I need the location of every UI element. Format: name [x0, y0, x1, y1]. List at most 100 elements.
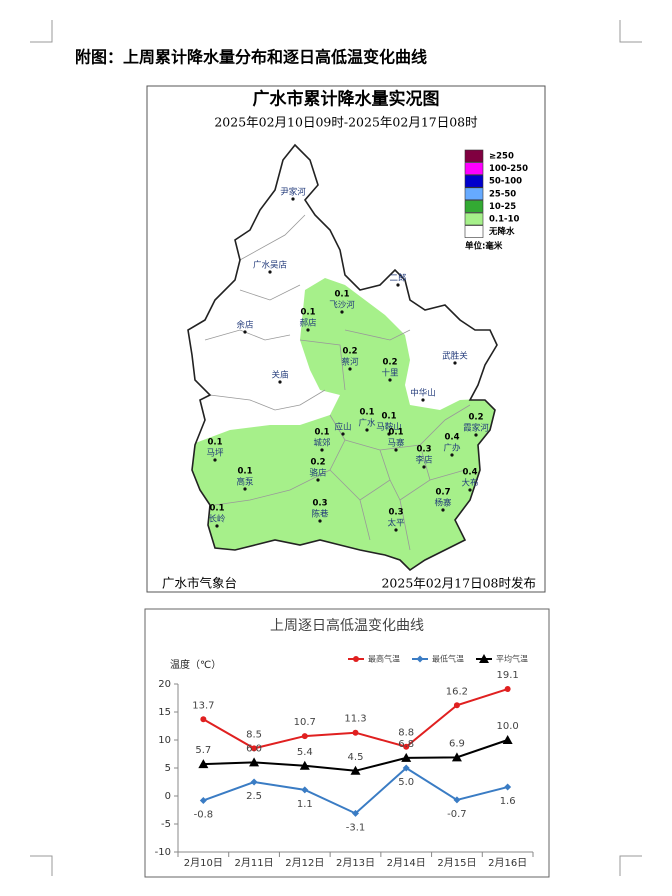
place-name: 应山: [334, 422, 351, 433]
place-name: 城郊: [313, 438, 331, 449]
marker: [502, 735, 513, 744]
legend-swatch: [464, 187, 484, 201]
data-label: 5.4: [297, 747, 313, 758]
marker: [402, 764, 410, 772]
marker: [200, 716, 207, 723]
place-value: 0.1: [207, 438, 222, 448]
place-value: 0.1: [334, 290, 349, 300]
legend-label: 最低气温: [432, 654, 464, 664]
legend-swatch: [464, 174, 484, 188]
corner-marks: [30, 20, 642, 876]
marker: [453, 796, 461, 804]
place-name: 蔡河: [341, 357, 359, 368]
place-value: 0.1: [381, 412, 396, 422]
y-tick-label: 5: [165, 763, 171, 774]
rain-area: [188, 278, 497, 570]
place-value: 0.4: [462, 468, 477, 478]
legend-swatch: [464, 162, 484, 175]
place-dot: [243, 330, 247, 334]
data-label: 16.2: [446, 686, 468, 697]
place-dot: [453, 361, 457, 365]
data-label: -3.1: [346, 822, 366, 833]
place-value: 0.1: [300, 308, 315, 318]
x-tick-label: 2月15日: [437, 857, 476, 869]
chart-frame: [144, 608, 550, 878]
x-tick-label: 2月14日: [387, 857, 426, 869]
legend-label: 无降水: [488, 226, 515, 237]
y-axis-label: 温度（℃）: [170, 658, 221, 671]
place-name: 陈巷: [311, 509, 329, 520]
legend-unit: 单位:毫米: [465, 241, 503, 252]
place-name: 广水: [358, 418, 376, 429]
data-label: 8.8: [398, 728, 414, 739]
place-dot: [450, 453, 454, 457]
place-dot: [316, 478, 320, 482]
place-value: 0.3: [416, 445, 431, 455]
marker: [451, 752, 462, 762]
place-name: 李店: [415, 455, 433, 466]
y-tick-label: -5: [161, 819, 171, 830]
place-name: 霞家河: [463, 423, 489, 434]
data-label: 5.7: [195, 745, 211, 756]
place-value: 0.2: [310, 458, 325, 468]
legend-label: 50-100: [489, 177, 522, 187]
marker: [352, 729, 359, 736]
x-tick-label: 2月10日: [184, 857, 223, 869]
marker: [350, 765, 361, 775]
place-dot: [421, 398, 425, 402]
place-name: 广水吴店: [253, 260, 288, 271]
place-value: 0.1: [388, 428, 403, 438]
place-name: 关庙: [271, 370, 289, 381]
y-tick-label: 10: [158, 735, 171, 746]
place-name: 二郎: [389, 273, 406, 284]
place-value: 0.1: [359, 408, 374, 418]
data-label: 4.5: [348, 752, 364, 763]
place-name: 马坪: [206, 449, 224, 459]
marker: [352, 809, 359, 817]
map-footer-left: 广水市气象台: [162, 576, 237, 591]
y-tick-label: -10: [155, 847, 171, 858]
place-name: 长岭: [208, 514, 226, 525]
marker: [251, 745, 258, 752]
marker: [301, 786, 309, 794]
x-tick-label: 2月12日: [285, 857, 324, 869]
place-name: 太平: [387, 518, 405, 529]
place-name: 飞沙河: [329, 300, 355, 311]
data-label: 2.5: [246, 791, 262, 802]
place-value: 0.4: [444, 433, 459, 443]
place-dot: [291, 197, 295, 201]
place-value: 0.2: [382, 358, 397, 368]
place-dot: [340, 310, 344, 314]
legend-label: 100-250: [489, 164, 528, 174]
place-value: 0.2: [468, 413, 483, 423]
marker: [299, 760, 310, 770]
place-name: 郝店: [299, 318, 317, 329]
map-subtitle: 2025年02月10日09时-2025年02月17日08时: [214, 115, 478, 130]
data-label: 19.1: [497, 670, 519, 681]
marker: [504, 783, 512, 791]
place-dot: [318, 519, 322, 523]
legend-label: ≥250: [489, 152, 514, 162]
place-dot: [341, 432, 345, 436]
place-name: 杨寨: [434, 498, 452, 509]
marker: [353, 656, 359, 662]
data-label: 1.6: [500, 796, 516, 807]
place-dot: [394, 528, 398, 532]
map-footer-right: 2025年02月17日08时发布: [381, 576, 536, 591]
place-name: 余店: [236, 320, 254, 331]
data-label: 13.7: [192, 700, 214, 711]
marker: [250, 778, 258, 786]
x-tick-label: 2月16日: [488, 857, 527, 869]
marker: [301, 733, 308, 740]
data-label: 1.1: [297, 799, 313, 810]
place-name: 十里: [381, 368, 399, 379]
legend-swatch: [464, 212, 484, 226]
y-tick-label: 20: [158, 679, 171, 690]
place-dot: [387, 432, 391, 436]
place-name: 骆店: [309, 468, 327, 479]
data-label: 6.8: [398, 739, 414, 750]
legend-label: 25-50: [489, 189, 516, 199]
data-label: 8.5: [246, 729, 262, 740]
data-label: 5.0: [398, 777, 414, 788]
